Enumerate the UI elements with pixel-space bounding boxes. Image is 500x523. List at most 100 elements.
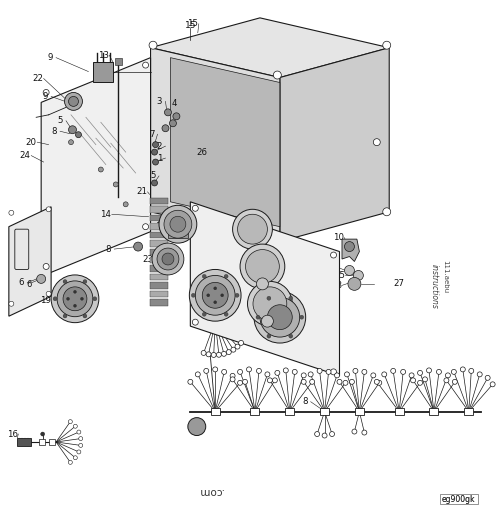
Circle shape — [40, 432, 44, 436]
Circle shape — [374, 139, 380, 145]
Circle shape — [43, 89, 49, 95]
Bar — [150, 215, 169, 221]
Circle shape — [256, 368, 262, 373]
Circle shape — [377, 380, 382, 385]
Circle shape — [418, 370, 422, 376]
Text: 7: 7 — [149, 130, 154, 139]
Circle shape — [410, 378, 416, 383]
Bar — [48, 439, 54, 445]
Circle shape — [265, 372, 270, 377]
Circle shape — [452, 379, 458, 384]
Circle shape — [267, 334, 271, 338]
Circle shape — [314, 431, 320, 437]
Circle shape — [308, 372, 313, 377]
Circle shape — [317, 368, 322, 373]
Circle shape — [196, 276, 235, 315]
Text: 8: 8 — [106, 245, 111, 254]
Bar — [355, 408, 364, 415]
Text: 24: 24 — [20, 151, 31, 160]
Circle shape — [192, 293, 196, 297]
Circle shape — [164, 109, 172, 116]
Circle shape — [190, 269, 241, 321]
Bar — [168, 226, 188, 237]
Circle shape — [326, 369, 331, 374]
Circle shape — [371, 373, 376, 378]
Circle shape — [253, 287, 287, 321]
Circle shape — [63, 287, 87, 311]
Circle shape — [246, 249, 280, 283]
Circle shape — [230, 373, 235, 378]
Text: 17: 17 — [326, 263, 338, 272]
Circle shape — [238, 380, 242, 385]
Circle shape — [238, 340, 244, 345]
Bar — [464, 408, 473, 415]
Circle shape — [310, 379, 314, 384]
Circle shape — [74, 424, 78, 428]
Circle shape — [330, 431, 334, 437]
Circle shape — [477, 372, 482, 377]
Circle shape — [343, 380, 348, 385]
Bar — [150, 240, 169, 246]
Bar — [150, 198, 169, 204]
Text: 15: 15 — [184, 21, 196, 30]
Bar — [150, 299, 169, 306]
Text: 27: 27 — [394, 279, 404, 288]
Text: 28: 28 — [182, 217, 194, 226]
Circle shape — [362, 430, 367, 435]
Bar — [394, 408, 404, 415]
Circle shape — [238, 369, 242, 374]
Circle shape — [230, 377, 235, 382]
Text: 2: 2 — [157, 142, 162, 151]
Circle shape — [152, 180, 158, 186]
Circle shape — [242, 379, 248, 384]
Circle shape — [232, 209, 272, 249]
Circle shape — [53, 297, 57, 301]
Circle shape — [188, 418, 206, 436]
Circle shape — [202, 275, 206, 278]
Circle shape — [334, 373, 340, 378]
Circle shape — [134, 242, 142, 251]
Text: 15: 15 — [188, 19, 198, 28]
Circle shape — [374, 379, 380, 384]
Circle shape — [63, 314, 67, 318]
Text: 8: 8 — [52, 127, 57, 136]
Text: 22: 22 — [32, 74, 43, 83]
Circle shape — [330, 252, 336, 258]
Circle shape — [254, 291, 306, 343]
Circle shape — [76, 132, 82, 138]
Text: 19: 19 — [40, 296, 50, 305]
Circle shape — [123, 202, 128, 207]
Polygon shape — [9, 207, 51, 316]
Circle shape — [240, 244, 285, 289]
Circle shape — [57, 281, 93, 317]
Circle shape — [444, 378, 449, 383]
Circle shape — [173, 113, 180, 120]
Circle shape — [460, 367, 466, 372]
Circle shape — [66, 297, 70, 300]
Circle shape — [64, 93, 82, 110]
Circle shape — [235, 293, 239, 297]
Circle shape — [322, 433, 327, 438]
Circle shape — [382, 372, 386, 377]
Circle shape — [142, 62, 148, 68]
Circle shape — [36, 275, 46, 283]
Circle shape — [272, 378, 278, 383]
Circle shape — [289, 296, 293, 300]
Circle shape — [383, 208, 390, 216]
Circle shape — [196, 372, 200, 377]
Circle shape — [485, 376, 490, 380]
Text: .com: .com — [198, 486, 223, 496]
Text: 16: 16 — [7, 429, 18, 439]
Bar — [320, 408, 329, 415]
Circle shape — [224, 312, 228, 316]
Circle shape — [256, 278, 268, 290]
Circle shape — [256, 315, 260, 319]
Bar — [115, 58, 122, 65]
Text: 25: 25 — [334, 271, 345, 280]
Circle shape — [422, 377, 428, 382]
Circle shape — [452, 369, 456, 374]
Text: 14: 14 — [100, 210, 112, 219]
Text: 23: 23 — [142, 255, 154, 264]
Text: 10: 10 — [333, 233, 344, 242]
Text: 111.aebu: 111.aebu — [442, 260, 448, 293]
